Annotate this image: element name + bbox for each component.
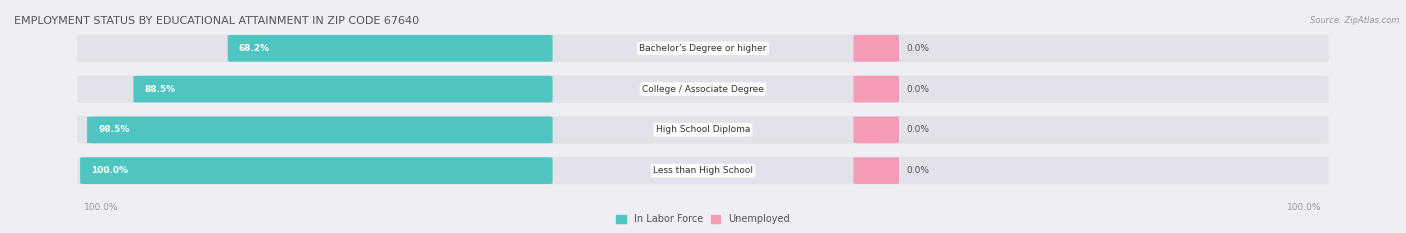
- Text: 0.0%: 0.0%: [905, 166, 929, 175]
- Text: 100.0%: 100.0%: [91, 166, 128, 175]
- Text: High School Diploma: High School Diploma: [655, 125, 751, 134]
- Text: 100.0%: 100.0%: [1286, 203, 1322, 212]
- Text: Less than High School: Less than High School: [652, 166, 754, 175]
- Legend: In Labor Force, Unemployed: In Labor Force, Unemployed: [612, 210, 794, 228]
- Text: 88.5%: 88.5%: [145, 85, 176, 94]
- Text: 0.0%: 0.0%: [905, 125, 929, 134]
- Text: Source: ZipAtlas.com: Source: ZipAtlas.com: [1309, 16, 1399, 25]
- Text: EMPLOYMENT STATUS BY EDUCATIONAL ATTAINMENT IN ZIP CODE 67640: EMPLOYMENT STATUS BY EDUCATIONAL ATTAINM…: [14, 16, 419, 26]
- Text: Bachelor’s Degree or higher: Bachelor’s Degree or higher: [640, 44, 766, 53]
- Text: College / Associate Degree: College / Associate Degree: [643, 85, 763, 94]
- Text: 98.5%: 98.5%: [98, 125, 129, 134]
- Text: 0.0%: 0.0%: [905, 85, 929, 94]
- Text: 68.2%: 68.2%: [239, 44, 270, 53]
- Text: 100.0%: 100.0%: [84, 203, 120, 212]
- Text: 0.0%: 0.0%: [905, 44, 929, 53]
